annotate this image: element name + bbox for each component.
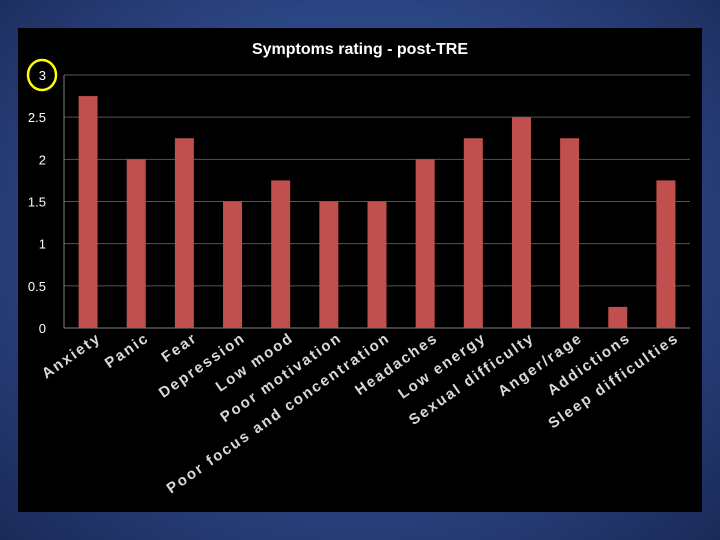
bar-9 (463, 138, 483, 328)
highlight-circle (26, 58, 58, 92)
y-tick-label: 0.5 (28, 279, 46, 294)
chart-title: Symptoms rating - post-TRE (252, 41, 468, 58)
bar-10 (511, 117, 531, 329)
bar-3 (174, 138, 194, 328)
x-category-label: Anxiety (39, 329, 105, 382)
y-tick-label: 2.5 (28, 110, 46, 125)
bar-11 (560, 138, 580, 328)
bar-5 (271, 180, 291, 328)
bar-1 (78, 96, 98, 328)
y-tick-label: 3 (39, 68, 46, 83)
y-tick-label: 1.5 (28, 195, 46, 210)
bar-8 (415, 159, 435, 328)
bar-12 (608, 306, 628, 328)
bar-6 (319, 201, 339, 328)
y-tick-label: 1 (39, 237, 46, 252)
y-tick-label: 0 (39, 321, 46, 336)
x-category-label: Panic (102, 329, 153, 372)
bar-7 (367, 201, 387, 328)
bar-13 (656, 180, 676, 328)
bar-chart: Symptoms rating - post-TRE 0 0.5 1 1.5 2 2.5 3… (26, 41, 690, 497)
bar-2 (126, 159, 146, 328)
y-tick-label: 2 (39, 152, 46, 167)
bar-4 (223, 201, 243, 328)
slide-panel: Symptoms rating - post-TRE 0 0.5 1 1.5 2 2.5 3… (18, 28, 702, 512)
